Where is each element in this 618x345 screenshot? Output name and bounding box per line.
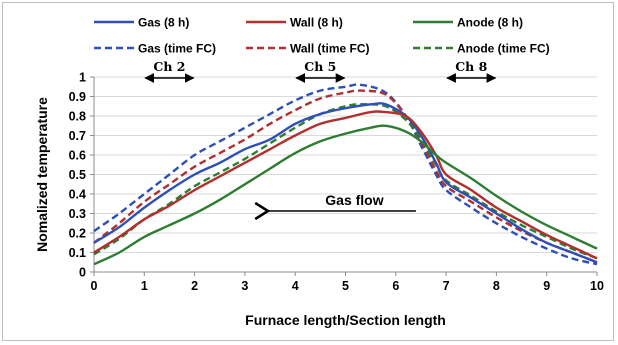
gas-flow-label: Gas flow: [325, 192, 383, 208]
legend-label: Wall (8 h): [290, 16, 343, 30]
y-tick-label: 0.3: [69, 207, 86, 221]
legend-label: Gas (8 h): [138, 16, 189, 30]
y-tick-label: 0.8: [69, 110, 86, 124]
series-line-anode-time-fc: [93, 103, 598, 260]
y-tick-label: 0: [79, 266, 86, 280]
legend-label: Anode (time FC): [457, 42, 550, 56]
x-tick-label: 6: [392, 279, 399, 293]
x-axis-title: Furnace length/Section length: [245, 312, 446, 328]
x-tick-label: 2: [191, 279, 198, 293]
series-line-wall-time-fc: [93, 89, 598, 264]
y-tick-label: 0.9: [69, 90, 86, 104]
legend: Gas (8 h) Wall (8 h) Anode (8 h) Gas (time …: [94, 16, 550, 56]
channel-label: Ch 2: [153, 59, 185, 74]
legend-label: Anode (8 h): [457, 16, 523, 30]
x-tick-label: 9: [543, 279, 550, 293]
annotations: Ch 2 Ch 5 Ch 8 Gas flow: [144, 59, 497, 221]
legend-label: Gas (time FC): [138, 42, 216, 56]
y-tick-label: 0.7: [69, 129, 86, 143]
y-tick-label: 0.5: [69, 168, 86, 182]
x-tick-label: 5: [342, 279, 349, 293]
x-tick-label: 3: [241, 279, 248, 293]
y-tick-label: 0.6: [69, 149, 86, 163]
axes: 0 1 2 3 4 5 6 7 8 9 10 0 0.1 0.2 0.3 0.4 0.5 0.6 0.7 0.8 0.9…: [69, 71, 604, 294]
y-tick-label: 0.2: [69, 227, 86, 241]
y-tick-label: 0.1: [69, 246, 86, 260]
x-tick-label: 4: [292, 279, 299, 293]
series-line-gas-time-fc: [93, 83, 598, 266]
series-line-anode-8h: [93, 124, 598, 266]
x-tick-label: 10: [590, 279, 604, 293]
channel-label: Ch 5: [304, 59, 336, 74]
series-line-gas-8h: [93, 102, 598, 264]
y-tick-label: 1: [79, 71, 86, 85]
x-tick-label: 0: [91, 279, 98, 293]
x-tick-label: 1: [141, 279, 148, 293]
y-axis-title: Nomalized temperature: [34, 97, 50, 252]
chart-frame: [2, 2, 614, 341]
legend-label: Wall (time FC): [290, 42, 370, 56]
x-tick-label: 8: [493, 279, 500, 293]
channel-label: Ch 8: [455, 59, 487, 74]
x-tick-label: 7: [443, 279, 450, 293]
series-lines: [93, 83, 598, 266]
series-line-wall-8h: [93, 110, 598, 260]
y-tick-label: 0.4: [69, 188, 86, 202]
